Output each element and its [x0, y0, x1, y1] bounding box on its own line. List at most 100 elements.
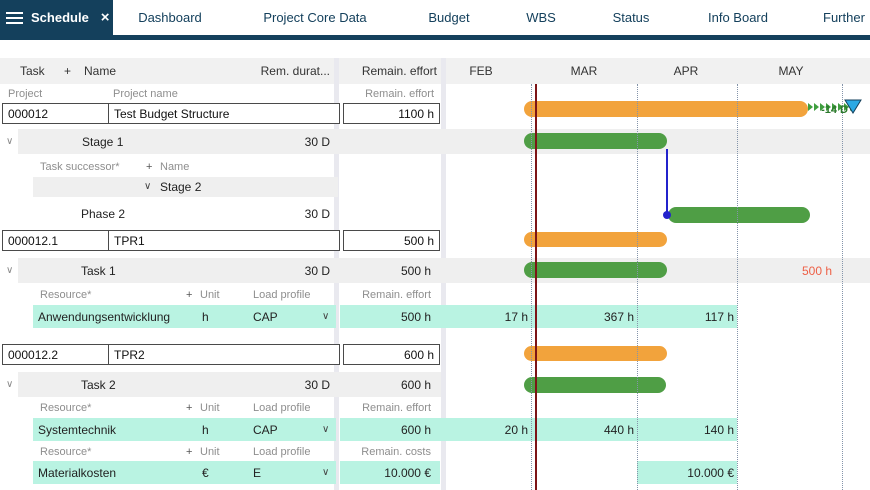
- stage2-row-band: [33, 177, 338, 197]
- resource3-load-profile-dropdown-icon[interactable]: ∨: [322, 466, 330, 478]
- subheader-project-name: Project name: [113, 88, 178, 100]
- tab-project-core-data[interactable]: Project Core Data: [263, 10, 367, 25]
- subheader-remain-effort-1: Remain. effort: [362, 289, 431, 301]
- col-header-task: Task: [20, 64, 45, 78]
- subheader-load-profile-1: Load profile: [253, 289, 311, 301]
- header-band: [0, 58, 870, 84]
- task2-name: Task 2: [81, 377, 116, 392]
- subheader-load-profile-2: Load profile: [253, 402, 311, 414]
- resource3-load-profile[interactable]: E: [253, 465, 262, 480]
- subheader-task-successor: Task successor*: [40, 161, 120, 173]
- task1-duration: 30 D: [304, 263, 330, 278]
- resource3-unit[interactable]: €: [202, 465, 209, 480]
- tpr2-id-field[interactable]: 000012.2: [2, 344, 109, 365]
- tab-status[interactable]: Status: [612, 10, 650, 25]
- dependency-link-dot: [663, 211, 671, 219]
- resource3-costs-cell[interactable]: [340, 461, 440, 484]
- resource1-name[interactable]: Anwendungsentwicklung: [38, 309, 171, 324]
- resource1-load-profile-dropdown-icon[interactable]: ∨: [322, 310, 330, 322]
- deadline-marker-icon[interactable]: [844, 99, 862, 114]
- project-name-field[interactable]: Test Budget Structure: [108, 103, 340, 124]
- resource2-load-profile[interactable]: CAP: [253, 422, 278, 437]
- tpr2-effort-field[interactable]: 600 h: [343, 344, 440, 365]
- task2-effort: 600 h: [400, 377, 431, 392]
- tab-budget[interactable]: Budget: [428, 10, 470, 25]
- tab-info-board[interactable]: Info Board: [708, 10, 768, 25]
- resource1-effort-cell[interactable]: [340, 305, 440, 328]
- add-resource-icon-2[interactable]: +: [186, 402, 193, 414]
- project-id-field[interactable]: 000012: [2, 103, 109, 124]
- resource2-effort-cell[interactable]: [340, 418, 440, 441]
- tpr2-gantt-bar[interactable]: [524, 346, 667, 361]
- subheader-unit-1: Unit: [200, 289, 220, 301]
- delay-label: -14 D: [821, 104, 848, 116]
- add-successor-icon[interactable]: +: [146, 161, 153, 173]
- subheader-unit-3: Unit: [200, 445, 220, 458]
- stage2-name[interactable]: Stage 2: [160, 180, 202, 194]
- task2-collapse-icon[interactable]: ∨: [6, 378, 14, 390]
- add-column-icon[interactable]: +: [64, 64, 72, 78]
- subheader-resource-2: Resource*: [40, 402, 92, 414]
- resource1-mar-value: 367 h: [603, 309, 634, 324]
- menu-icon[interactable]: [6, 9, 23, 27]
- stage1-name: Stage 1: [82, 134, 124, 149]
- subheader-resource-1: Resource*: [40, 289, 92, 301]
- month-header-feb: FEB: [469, 64, 493, 78]
- tpr1-effort-field[interactable]: 500 h: [343, 230, 440, 251]
- grid-line-may: [737, 84, 738, 490]
- tpr2-name-field[interactable]: TPR2: [108, 344, 340, 365]
- resource2-mar-value: 440 h: [603, 422, 634, 437]
- add-resource-icon-3[interactable]: +: [186, 445, 193, 458]
- task2-duration: 30 D: [304, 377, 330, 392]
- tpr1-gantt-bar[interactable]: [524, 232, 667, 247]
- tab-schedule-label: Schedule: [31, 10, 89, 25]
- task1-overload-value: 500 h: [801, 263, 832, 278]
- resource3-apr-value: 10.000 €: [687, 465, 734, 480]
- phase2-gantt-bar[interactable]: [668, 207, 810, 223]
- close-icon[interactable]: ×: [100, 9, 110, 26]
- subheader-remain-effort-2: Remain. effort: [362, 402, 431, 414]
- subheader-remain-costs: Remain. costs: [361, 445, 431, 458]
- task1-name: Task 1: [81, 263, 116, 278]
- month-header-may: MAY: [778, 64, 804, 78]
- tpr1-id-field[interactable]: 000012.1: [2, 230, 109, 251]
- grid-line-jun: [842, 84, 843, 490]
- month-header-mar: MAR: [570, 64, 598, 78]
- task2-gantt-bar[interactable]: [524, 377, 666, 393]
- task1-collapse-icon[interactable]: ∨: [6, 264, 14, 276]
- tab-schedule[interactable]: Schedule ×: [0, 0, 113, 35]
- task1-gantt-bar[interactable]: [524, 262, 667, 278]
- tab-wbs[interactable]: WBS: [526, 10, 556, 25]
- add-resource-icon-1[interactable]: +: [186, 289, 193, 301]
- resource3-gantt-band: [637, 461, 737, 484]
- stage2-chevron-icon[interactable]: ∨: [144, 181, 152, 192]
- stage1-gantt-bar[interactable]: [524, 133, 667, 149]
- resource2-gantt-band: [436, 418, 737, 441]
- subheader-successor-name: Name: [160, 161, 190, 173]
- subheader-remain-effort: Remain. effort: [365, 88, 434, 100]
- resource3-name[interactable]: Materialkosten: [38, 465, 117, 480]
- resource2-name[interactable]: Systemtechnik: [38, 422, 117, 437]
- stage1-collapse-icon[interactable]: ∨: [6, 135, 14, 147]
- dependency-link-line: [666, 149, 668, 215]
- resource1-unit[interactable]: h: [202, 309, 209, 324]
- tab-bar: Schedule × Dashboard Project Core Data B…: [0, 0, 870, 40]
- tpr1-name-field[interactable]: TPR1: [108, 230, 340, 251]
- resource2-row-band[interactable]: [33, 418, 336, 441]
- resource2-unit[interactable]: h: [202, 422, 209, 437]
- resource3-row-band[interactable]: [33, 461, 336, 484]
- resource2-load-profile-dropdown-icon[interactable]: ∨: [322, 423, 330, 435]
- resource1-load-profile[interactable]: CAP: [253, 309, 278, 324]
- grid-line-mar: [531, 84, 532, 490]
- resource1-row-band[interactable]: [33, 305, 336, 328]
- phase2-duration: 30 D: [304, 207, 330, 221]
- tab-further[interactable]: Further: [823, 10, 865, 25]
- resource1-effort: 500 h: [400, 309, 431, 324]
- project-effort-field[interactable]: 1100 h: [343, 103, 440, 124]
- subheader-unit-2: Unit: [200, 402, 220, 414]
- task1-row-band: [18, 258, 870, 283]
- task2-row-band: [18, 372, 441, 397]
- resource3-costs: 10.000 €: [384, 465, 431, 480]
- tab-dashboard[interactable]: Dashboard: [138, 10, 202, 25]
